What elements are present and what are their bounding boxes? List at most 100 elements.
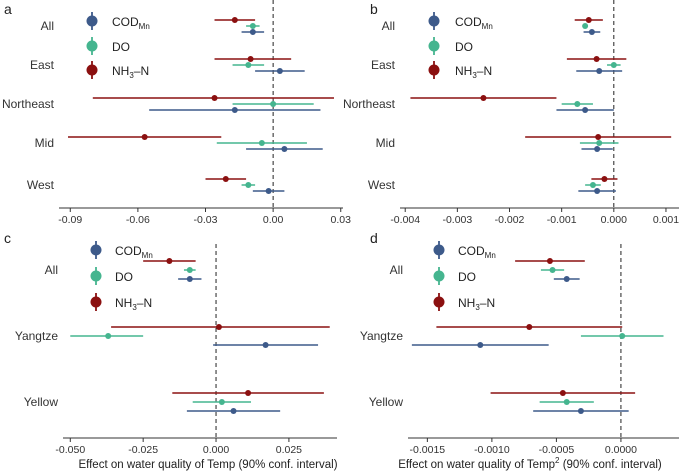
legend-label-do: DO xyxy=(455,40,473,54)
legend-key-point xyxy=(86,64,98,76)
estimate-point-cod xyxy=(230,408,237,414)
estimate-point-cod xyxy=(594,188,601,194)
legend-key-point xyxy=(90,296,102,308)
estimate-point-nh3 xyxy=(546,258,553,264)
estimate-point-do xyxy=(245,182,252,188)
estimate-point-cod xyxy=(577,408,584,414)
estimate-point-nh3 xyxy=(601,176,608,182)
legend-label-do: DO xyxy=(112,40,130,54)
svg-text:NH3–N: NH3–N xyxy=(112,64,149,80)
x-tick-label: -0.001 xyxy=(547,214,577,226)
svg-text:NH3–N: NH3–N xyxy=(455,64,492,80)
svg-text:NH3–N: NH3–N xyxy=(458,296,495,312)
estimate-point-do xyxy=(258,140,265,146)
legend-label-cod-sub: Mn xyxy=(485,251,496,260)
legend-label-cod-sub: Mn xyxy=(142,251,153,260)
legend-item-do: DO xyxy=(433,267,476,285)
legend-key-point xyxy=(90,270,102,282)
x-tick-label: -0.03 xyxy=(194,214,218,226)
legend-item-nh3: NH3–N xyxy=(86,61,149,80)
estimate-point-cod xyxy=(186,276,193,282)
x-axis-ticks-b: -0.004 -0.003 -0.002 -0.001 0.000 0.001 xyxy=(390,207,679,226)
legend-label-nh3-sub: 3 xyxy=(472,71,477,80)
legend-key-point xyxy=(428,64,440,76)
ytick-label: Mid xyxy=(35,136,54,150)
x-tick-label: 0.00 xyxy=(263,214,284,226)
legend-label-cod-sub: Mn xyxy=(482,22,493,31)
x-tick-label: -0.050 xyxy=(55,444,85,456)
x-tick-label: -0.09 xyxy=(58,214,82,226)
legend-label-cod: COD xyxy=(112,15,139,29)
svg-text:CODMn: CODMn xyxy=(458,244,496,260)
x-tick-label: 0.0000 xyxy=(605,444,637,456)
legend-key-point xyxy=(428,40,440,52)
estimate-point-cod xyxy=(276,68,283,74)
panel-label-a: a xyxy=(4,1,12,17)
ytick-label: West xyxy=(27,178,55,192)
estimate-point-cod xyxy=(596,68,603,74)
ytick-label: East xyxy=(371,58,396,72)
panel-a: a All East Northeast Mid West -0.09 -0.06… xyxy=(2,0,351,226)
legend-key-point xyxy=(90,244,102,256)
ytick-label: All xyxy=(382,19,395,33)
estimate-point-do xyxy=(619,333,626,339)
x-axis-title-d-sup: 2 xyxy=(555,456,560,465)
x-tick-label: 0.000 xyxy=(203,444,229,456)
x-tick-label: -0.0005 xyxy=(539,444,575,456)
estimate-point-do xyxy=(218,399,225,405)
ytick-label: All xyxy=(45,263,58,277)
estimate-point-do xyxy=(270,101,277,107)
x-axis-ticks-c: -0.050 -0.025 0.000 0.025 xyxy=(55,437,337,456)
x-axis-title-d-rest: (90% conf. interval) xyxy=(560,459,662,471)
estimate-point-nh3 xyxy=(245,390,252,396)
legend-label-nh3-rest: –N xyxy=(137,296,152,310)
legend-item-nh3: NH3–N xyxy=(433,293,495,312)
estimate-point-do xyxy=(589,182,596,188)
estimate-point-do xyxy=(549,267,556,273)
legend-item-cod: CODMn xyxy=(433,241,496,260)
estimate-point-nh3 xyxy=(166,258,173,264)
legend-b: CODMn DO NH3–N xyxy=(428,12,493,80)
estimate-point-cod xyxy=(281,146,288,152)
svg-text:CODMn: CODMn xyxy=(455,15,493,31)
legend-key-point xyxy=(428,15,440,27)
forest-marks-a xyxy=(68,0,334,208)
legend-label-cod: COD xyxy=(455,15,482,29)
estimate-point-cod xyxy=(582,107,589,113)
x-tick-label: 0.025 xyxy=(276,444,302,456)
estimate-point-do xyxy=(596,140,603,146)
legend-label-do: DO xyxy=(458,270,476,284)
estimate-point-nh3 xyxy=(593,56,600,62)
x-tick-label: 0.03 xyxy=(331,214,352,226)
estimate-point-cod xyxy=(249,29,256,35)
panel-d: d All Yangtze Yellow -0.0015 -0.0010 -0.00… xyxy=(360,230,679,471)
legend-label-nh3-sub: 3 xyxy=(132,303,137,312)
estimate-point-nh3 xyxy=(526,324,533,330)
x-tick-label: -0.002 xyxy=(495,214,525,226)
legend-c: CODMn DO NH3–N xyxy=(90,241,153,312)
legend-key-point xyxy=(86,40,98,52)
panel-c: c All Yangtze Yellow -0.050 -0.025 0.000 0.… xyxy=(4,230,338,471)
x-tick-label: -0.004 xyxy=(390,214,420,226)
forest-marks-d xyxy=(411,244,664,438)
estimate-point-cod xyxy=(262,342,269,348)
x-axis-title-c: Effect on water quality of Temp (90% con… xyxy=(78,459,337,471)
legend-item-do: DO xyxy=(428,37,473,55)
estimate-point-nh3 xyxy=(215,324,222,330)
legend-label-nh3-rest: –N xyxy=(477,64,492,78)
estimate-point-cod xyxy=(594,146,601,152)
ytick-label: Northeast xyxy=(2,97,55,111)
x-tick-label: 0.000 xyxy=(601,214,627,226)
estimate-point-do xyxy=(245,62,252,68)
x-tick-label: -0.003 xyxy=(442,214,472,226)
x-tick-label: -0.025 xyxy=(128,444,158,456)
legend-item-nh3: NH3–N xyxy=(90,293,152,312)
legend-label-cod: COD xyxy=(458,244,485,258)
legend-item-nh3: NH3–N xyxy=(428,61,492,80)
forest-marks-c xyxy=(70,244,330,438)
legend-d: CODMn DO NH3–N xyxy=(433,241,496,312)
estimate-point-nh3 xyxy=(480,95,487,101)
x-axis-ticks-d: -0.0015 -0.0010 -0.0005 0.0000 xyxy=(408,437,679,456)
estimate-point-do xyxy=(186,267,193,273)
estimate-point-do xyxy=(582,23,589,29)
